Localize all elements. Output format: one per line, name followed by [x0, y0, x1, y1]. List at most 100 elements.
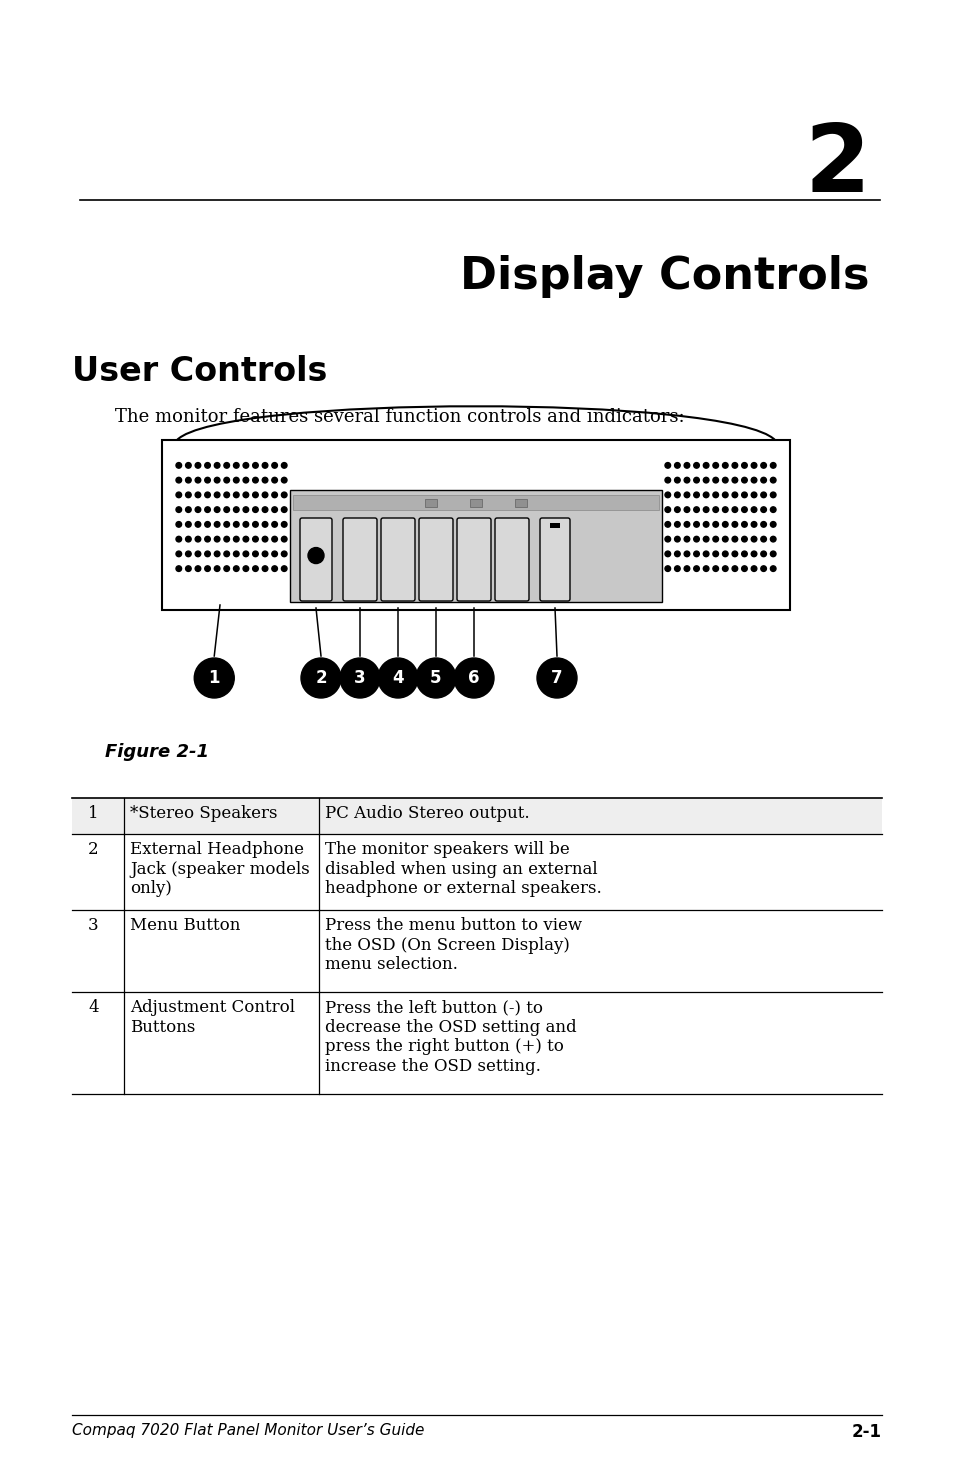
Circle shape [537, 658, 577, 698]
Circle shape [339, 658, 379, 698]
Circle shape [416, 658, 456, 698]
Circle shape [224, 537, 230, 541]
Circle shape [262, 493, 268, 497]
Circle shape [731, 552, 737, 556]
Text: External Headphone
Jack (speaker models
only): External Headphone Jack (speaker models … [130, 841, 310, 897]
Circle shape [233, 537, 239, 541]
Circle shape [195, 522, 200, 527]
Circle shape [186, 493, 191, 497]
Circle shape [186, 566, 191, 571]
Circle shape [712, 493, 718, 497]
Circle shape [281, 522, 287, 527]
Circle shape [272, 463, 277, 468]
Circle shape [674, 552, 679, 556]
Bar [550, 524, 559, 528]
Circle shape [186, 552, 191, 556]
FancyBboxPatch shape [418, 518, 453, 600]
Circle shape [683, 493, 689, 497]
Circle shape [760, 537, 765, 541]
Circle shape [281, 552, 287, 556]
FancyBboxPatch shape [495, 518, 529, 600]
Circle shape [205, 522, 210, 527]
Circle shape [233, 493, 239, 497]
Circle shape [712, 537, 718, 541]
FancyBboxPatch shape [380, 518, 415, 600]
Circle shape [253, 522, 258, 527]
Circle shape [233, 552, 239, 556]
Circle shape [233, 566, 239, 571]
Circle shape [712, 507, 718, 512]
Circle shape [262, 566, 268, 571]
Circle shape [243, 552, 249, 556]
Text: 4: 4 [392, 670, 403, 687]
Circle shape [770, 566, 775, 571]
Circle shape [674, 537, 679, 541]
Circle shape [712, 522, 718, 527]
Circle shape [272, 522, 277, 527]
Circle shape [693, 493, 699, 497]
Bar [71, 798, 882, 833]
Circle shape [664, 552, 670, 556]
Circle shape [721, 537, 727, 541]
Circle shape [770, 478, 775, 482]
Text: Press the menu button to view
the OSD (On Screen Display)
menu selection.: Press the menu button to view the OSD (O… [325, 917, 581, 974]
Text: 2: 2 [88, 841, 98, 858]
Text: 1: 1 [88, 805, 98, 822]
Circle shape [214, 493, 220, 497]
Circle shape [674, 566, 679, 571]
Circle shape [760, 463, 765, 468]
Circle shape [721, 463, 727, 468]
Circle shape [740, 522, 746, 527]
Circle shape [750, 493, 756, 497]
Circle shape [740, 537, 746, 541]
Circle shape [760, 552, 765, 556]
Circle shape [301, 658, 340, 698]
Circle shape [253, 478, 258, 482]
Circle shape [205, 493, 210, 497]
Circle shape [702, 507, 708, 512]
Circle shape [205, 463, 210, 468]
Circle shape [175, 493, 181, 497]
Circle shape [664, 522, 670, 527]
Circle shape [712, 463, 718, 468]
Text: *Stereo Speakers: *Stereo Speakers [130, 805, 277, 822]
Circle shape [272, 478, 277, 482]
Circle shape [205, 478, 210, 482]
Circle shape [693, 522, 699, 527]
Circle shape [702, 463, 708, 468]
Circle shape [281, 507, 287, 512]
Circle shape [693, 566, 699, 571]
Circle shape [214, 463, 220, 468]
Circle shape [195, 552, 200, 556]
Circle shape [186, 507, 191, 512]
Circle shape [233, 463, 239, 468]
Circle shape [262, 463, 268, 468]
Circle shape [262, 552, 268, 556]
Circle shape [664, 493, 670, 497]
Circle shape [253, 493, 258, 497]
Circle shape [770, 552, 775, 556]
Text: 2: 2 [314, 670, 327, 687]
Circle shape [750, 566, 756, 571]
Circle shape [243, 478, 249, 482]
FancyBboxPatch shape [456, 518, 491, 600]
Circle shape [243, 566, 249, 571]
Circle shape [702, 493, 708, 497]
Circle shape [243, 522, 249, 527]
FancyBboxPatch shape [343, 518, 376, 600]
Circle shape [253, 463, 258, 468]
Text: Figure 2-1: Figure 2-1 [105, 743, 209, 761]
Circle shape [750, 507, 756, 512]
Circle shape [693, 552, 699, 556]
Circle shape [377, 658, 417, 698]
Circle shape [224, 463, 230, 468]
Circle shape [214, 522, 220, 527]
Text: The monitor speakers will be
disabled when using an external
headphone or extern: The monitor speakers will be disabled wh… [325, 841, 601, 897]
Circle shape [683, 478, 689, 482]
Circle shape [272, 507, 277, 512]
Circle shape [760, 478, 765, 482]
Text: PC Audio Stereo output.: PC Audio Stereo output. [325, 805, 529, 822]
Circle shape [693, 463, 699, 468]
Circle shape [683, 537, 689, 541]
FancyBboxPatch shape [299, 518, 332, 600]
